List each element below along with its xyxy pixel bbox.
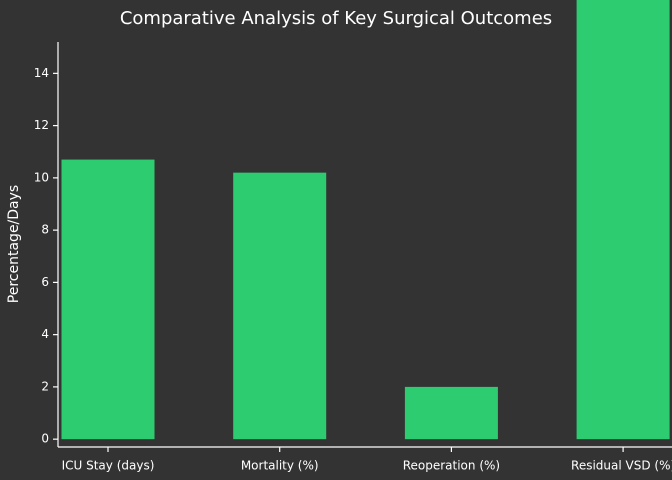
y-tick-label: 4 [41,327,49,341]
y-tick-label: 8 [41,223,49,237]
bar [61,159,155,440]
x-tick-label: Residual VSD (%) [571,459,672,473]
bar [576,0,670,440]
y-tick-label: 0 [41,432,49,446]
bar [404,386,498,440]
x-tick-label: ICU Stay (days) [62,459,155,473]
x-tick-label: Reoperation (%) [403,459,500,473]
y-tick-label: 2 [41,379,49,393]
bar [233,172,327,440]
y-tick-label: 6 [41,275,49,289]
y-tick-label: 10 [34,170,49,184]
x-tick-label: Mortality (%) [241,459,319,473]
y-tick-label: 12 [34,118,49,132]
chart-title: Comparative Analysis of Key Surgical Out… [120,8,552,29]
y-tick-label: 14 [34,66,49,80]
y-axis-label: Percentage/Days [6,185,22,303]
